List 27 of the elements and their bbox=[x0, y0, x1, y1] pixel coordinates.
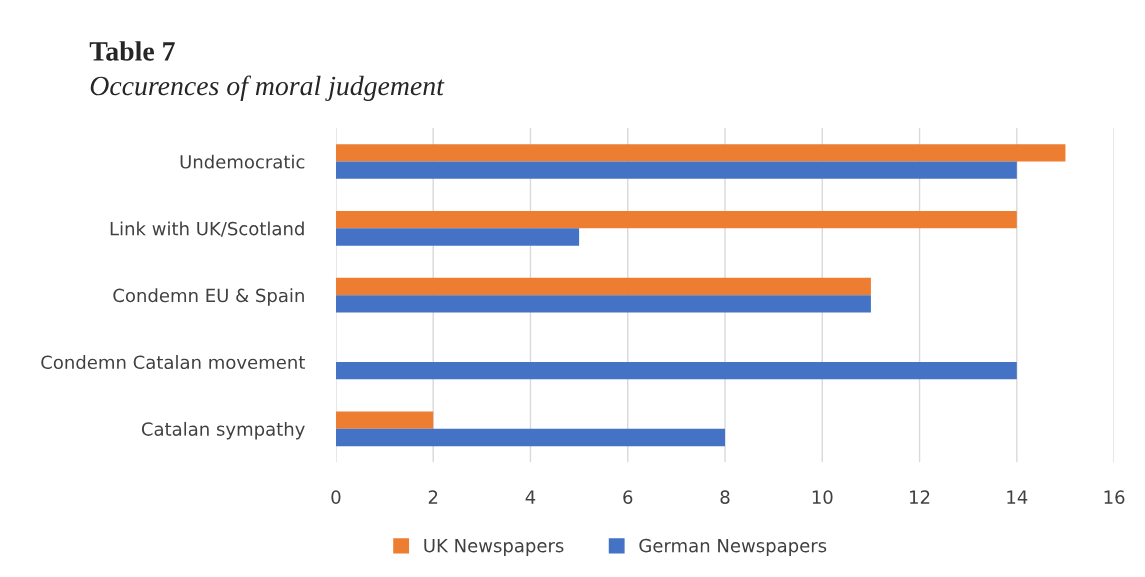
x-tick-label: 16 bbox=[1104, 490, 1125, 504]
bar bbox=[335, 210, 1017, 229]
x-tick-label: 0 bbox=[331, 490, 341, 504]
bar bbox=[335, 428, 726, 447]
chart-subtitle: Occurences of moral judgement bbox=[90, 75, 445, 101]
bar bbox=[335, 228, 580, 246]
chart-title: Table 7 bbox=[89, 41, 175, 61]
bar bbox=[335, 161, 1017, 179]
bar bbox=[335, 411, 434, 429]
bar bbox=[335, 295, 871, 313]
legend-label: UK Newspapers bbox=[424, 538, 564, 556]
x-tick-label: 2 bbox=[428, 490, 438, 504]
x-tick-label: 12 bbox=[910, 490, 930, 504]
x-tick-label: 8 bbox=[720, 490, 730, 504]
bar bbox=[335, 361, 1017, 380]
bar bbox=[335, 277, 871, 296]
y-tick-label: Catalan sympathy bbox=[141, 421, 305, 440]
legend-label: German Newspapers bbox=[639, 538, 827, 556]
y-tick-label: Undemocratic bbox=[180, 154, 305, 169]
x-tick-label: 4 bbox=[525, 490, 536, 504]
y-tick-label: Link with UK/Scotland bbox=[110, 221, 304, 237]
x-tick-label: 10 bbox=[812, 490, 833, 504]
bar bbox=[335, 144, 1066, 162]
x-tick-label: 6 bbox=[623, 490, 633, 504]
x-tick-label: 14 bbox=[1007, 490, 1028, 504]
y-tick-label: Condemn Catalan movement bbox=[41, 355, 305, 370]
y-tick-label: Condemn EU & Spain bbox=[113, 288, 304, 306]
